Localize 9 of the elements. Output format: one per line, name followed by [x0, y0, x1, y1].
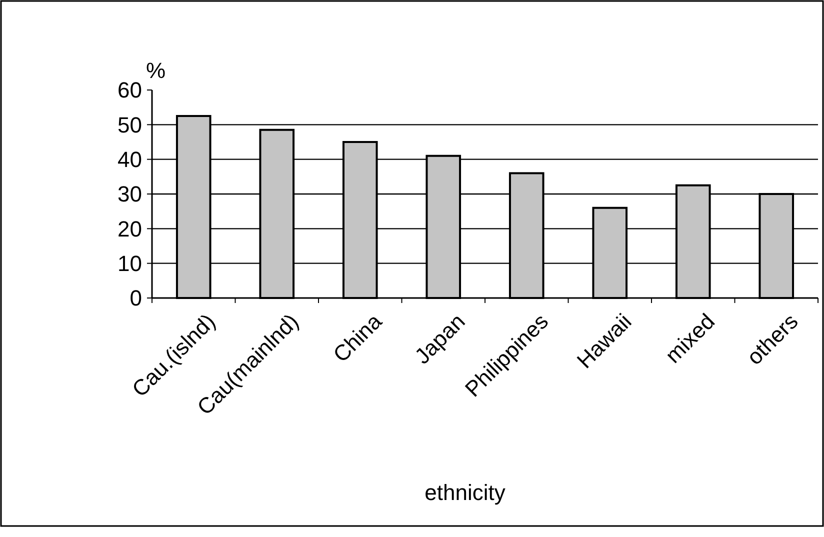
y-tick-label: 50 [118, 112, 142, 138]
y-tick-label: 20 [118, 216, 142, 242]
y-tick-label: 10 [118, 251, 142, 276]
y-tick-label: 30 [118, 182, 142, 207]
y-tick-label: 0 [130, 286, 142, 311]
y-tick-label: 60 [118, 78, 142, 103]
x-axis-title: ethnicity [424, 480, 506, 505]
y-axis-title: % [146, 58, 166, 83]
y-tick-label: 40 [118, 147, 142, 172]
